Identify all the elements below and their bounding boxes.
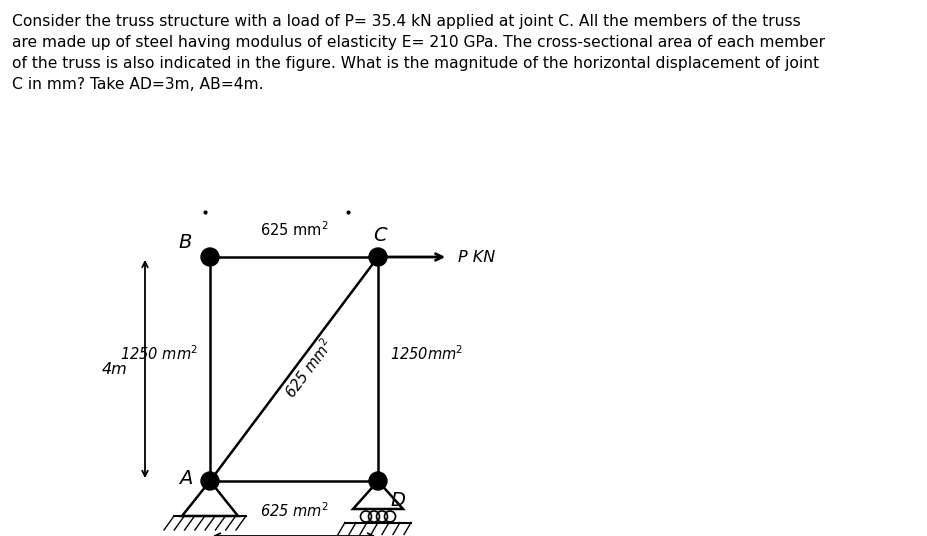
Circle shape — [369, 248, 387, 266]
Text: 1250mm$^2$: 1250mm$^2$ — [390, 345, 464, 363]
Text: D: D — [390, 491, 405, 510]
Text: 625 mm$^2$: 625 mm$^2$ — [260, 220, 328, 239]
Text: 625 mm$^2$: 625 mm$^2$ — [260, 501, 328, 520]
Text: B: B — [179, 233, 192, 252]
Circle shape — [201, 472, 219, 490]
Circle shape — [369, 472, 387, 490]
Text: 1250 mm$^2$: 1250 mm$^2$ — [121, 345, 198, 363]
Text: Consider the truss structure with a load of P= 35.4 kN applied at joint C. All t: Consider the truss structure with a load… — [12, 14, 825, 92]
Text: P KN: P KN — [458, 249, 495, 264]
Circle shape — [201, 248, 219, 266]
Text: C: C — [374, 226, 387, 245]
Text: A: A — [179, 470, 192, 488]
Text: 4m: 4m — [101, 361, 127, 376]
Text: 625 mm$^2$: 625 mm$^2$ — [281, 336, 337, 402]
